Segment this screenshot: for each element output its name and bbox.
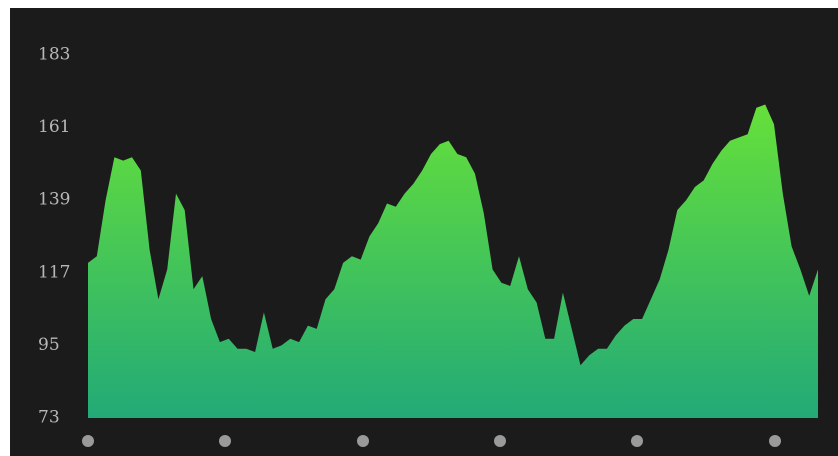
y-tick-label: 139 xyxy=(38,190,70,210)
y-tick-label: 161 xyxy=(38,117,70,137)
y-tick-label: 183 xyxy=(38,45,70,65)
x-dot xyxy=(631,435,643,447)
x-dots xyxy=(82,435,781,447)
y-tick-label: 117 xyxy=(38,262,70,282)
x-dot xyxy=(769,435,781,447)
area xyxy=(88,104,818,418)
y-tick-label: 73 xyxy=(38,408,60,428)
x-dot xyxy=(494,435,506,447)
y-tick-label: 95 xyxy=(38,335,60,355)
x-dot xyxy=(82,435,94,447)
x-dot xyxy=(357,435,369,447)
x-dot xyxy=(219,435,231,447)
